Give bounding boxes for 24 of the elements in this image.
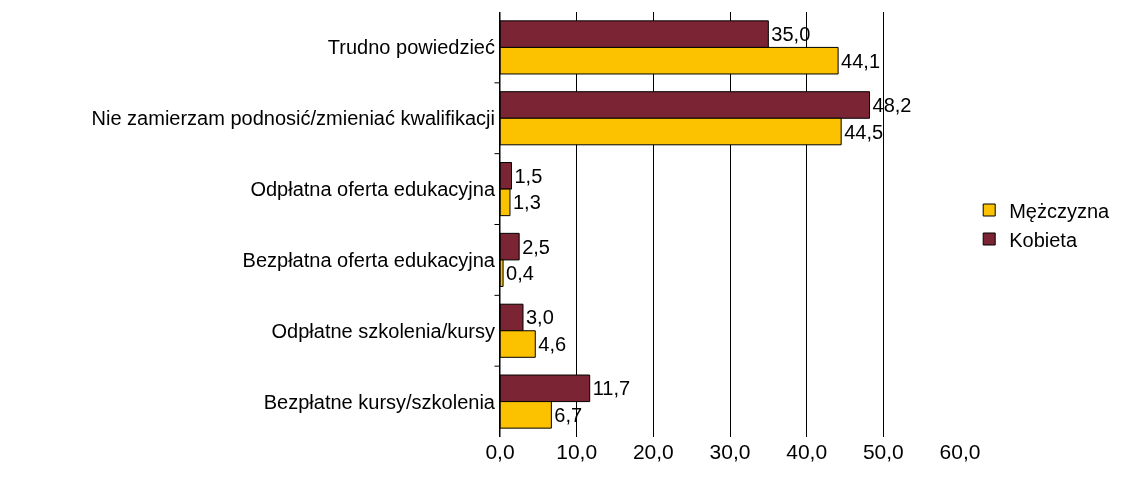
y-tick-label: Odpłatne szkolenia/kursy: [271, 319, 495, 342]
legend-label: Kobieta: [1009, 228, 1078, 251]
data-label: 44,5: [844, 120, 884, 143]
x-tick-label: 20,0: [632, 440, 674, 463]
y-tick-label: Nie zamierzam podnosić/zmieniać kwalifikacji: [91, 107, 495, 130]
legend-label: Mężczyzna: [1009, 199, 1111, 222]
x-tick-label: 30,0: [709, 440, 751, 463]
x-tick-label: 40,0: [786, 440, 828, 463]
data-label: 1,3: [512, 191, 541, 214]
data-label: 11,7: [592, 377, 631, 400]
x-tick-label: 60,0: [939, 440, 981, 463]
y-tick-label: Odpłatna oferta edukacyjna: [250, 178, 496, 201]
data-label: 0,4: [506, 262, 534, 285]
data-label: 2,5: [522, 235, 550, 258]
data-label: 44,1: [841, 49, 881, 72]
y-tick-label: Bezpłatna oferta edukacyjna: [242, 248, 496, 271]
data-label: 4,6: [538, 333, 567, 356]
x-tick-label: 10,0: [556, 440, 598, 463]
y-tick-label: Trudno powiedzieć: [327, 36, 495, 59]
x-tick-label: 0,0: [485, 440, 515, 463]
data-label: 3,0: [526, 306, 554, 329]
data-label: 1,5: [514, 164, 543, 187]
x-tick-label: 50,0: [862, 440, 904, 463]
y-tick-label: Bezpłatne kursy/szkolenia: [263, 390, 496, 413]
